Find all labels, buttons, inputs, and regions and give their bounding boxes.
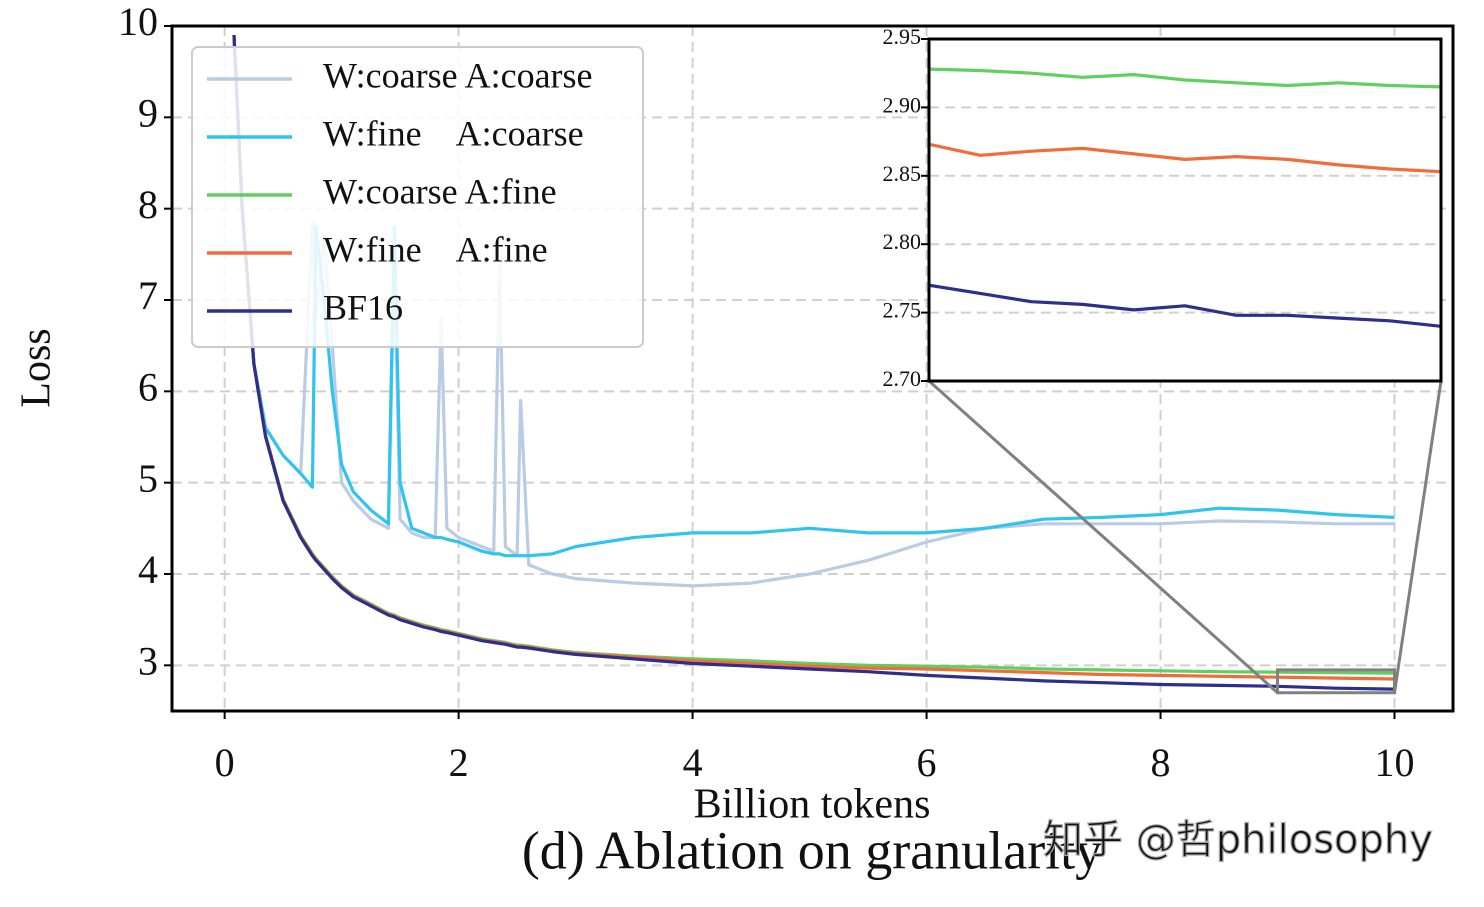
inset-lines (929, 67, 1441, 328)
x-tick-label: 2 (449, 740, 469, 785)
legend-label: W:coarse A:coarse (323, 55, 593, 95)
watermark: 知乎 @哲philosophy (1043, 817, 1433, 863)
y-tick-label: 2.75 (883, 298, 922, 323)
x-tick-label: 4 (683, 740, 703, 785)
y-tick-label: 3 (138, 639, 158, 684)
chart-title: (d) Ablation on granularity (522, 820, 1102, 880)
zoom-connector (927, 379, 1279, 694)
inset-background (929, 39, 1441, 381)
x-tick-label: 0 (215, 740, 235, 785)
y-tick-label: 2.95 (883, 24, 922, 49)
x-tick-label: 6 (917, 740, 937, 785)
y-tick-label: 6 (138, 365, 158, 410)
y-axis-label: Loss (14, 328, 60, 407)
legend-label: W:fine A:fine (323, 229, 548, 269)
y-tick-label: 4 (138, 547, 158, 592)
series-line (232, 35, 1395, 691)
y-tick-label: 9 (138, 91, 158, 136)
y-tick-label: 8 (138, 182, 158, 227)
series-line (929, 142, 1441, 174)
y-tick-label: 2.85 (883, 161, 922, 186)
x-axis-label: Billion tokens (694, 782, 931, 828)
y-tick-label: 10 (118, 0, 158, 44)
y-tick-label: 2.70 (883, 366, 922, 391)
legend: W:coarse A:coarse W:fine A:coarse W:coarse… (191, 46, 644, 348)
inset: 2.70 2.75 2.80 2.85 2.90 2.95 (883, 24, 1443, 391)
zoom-indicator (927, 379, 1443, 695)
zoom-box (1276, 668, 1397, 695)
x-tick-label: 10 (1375, 740, 1415, 785)
legend-box (191, 46, 644, 348)
legend-label: W:fine A:coarse (323, 113, 584, 153)
inset-frame (927, 37, 1443, 383)
y-tick-label: 7 (138, 273, 158, 318)
legend-label: W:coarse A:fine (323, 171, 557, 211)
y-tick-label: 2.80 (883, 229, 922, 254)
series-line (929, 67, 1441, 89)
y-tick-label: 2.90 (883, 92, 922, 117)
x-tick-label: 8 (1151, 740, 1171, 785)
plot-frame (170, 24, 1455, 713)
main-ticks: 3 4 5 6 7 8 9 10 0 2 4 6 8 10 (118, 0, 1415, 785)
y-tick-label: 5 (138, 456, 158, 501)
zoom-connector (1393, 380, 1443, 693)
series-line (929, 283, 1441, 328)
legend-label: BF16 (323, 287, 403, 327)
